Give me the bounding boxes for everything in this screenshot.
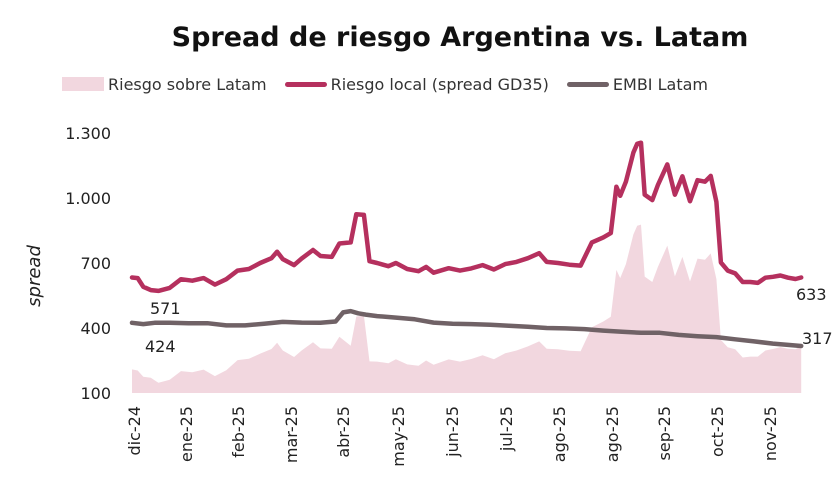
x-tick-label: sep-25	[655, 406, 674, 460]
x-tick-label: ago-25	[550, 406, 569, 462]
annotation-local-start: 571	[150, 299, 181, 318]
legend-item-area: Riesgo sobre Latam	[62, 75, 267, 94]
y-axis-label: spread	[24, 245, 45, 307]
x-tick-label: ene-25	[177, 406, 196, 462]
x-tick-label: mar-25	[282, 406, 301, 463]
chart-title: Spread de riesgo Argentina vs. Latam	[171, 22, 749, 53]
y-tick-label: 400	[80, 319, 111, 338]
x-tick-label: jun-25	[443, 406, 462, 458]
legend-item-local: Riesgo local (spread GD35)	[284, 74, 549, 94]
y-tick-label: 700	[80, 254, 111, 273]
legend-item-embi: EMBI Latam	[566, 74, 708, 94]
series-line-local	[129, 140, 804, 294]
legend-swatch-area	[62, 77, 104, 91]
x-tick-label: nov-25	[761, 406, 780, 461]
x-tick-label: dic-24	[125, 406, 144, 456]
y-tick-label: 1.000	[65, 189, 111, 208]
annotation-local-end: 633	[796, 285, 827, 304]
legend-label-local: Riesgo local (spread GD35)	[330, 74, 549, 94]
legend-label-embi: EMBI Latam	[612, 74, 708, 94]
legend-swatch-local	[284, 81, 327, 87]
x-tick-label: ago-25	[603, 406, 622, 462]
series-line-embi	[129, 308, 804, 349]
x-tick-label: feb-25	[229, 406, 248, 458]
y-tick-label: 1.300	[65, 124, 111, 143]
annotation-embi-end: 317	[802, 329, 833, 348]
annotation-embi-start: 424	[145, 337, 176, 356]
x-tick-label: abr-25	[334, 406, 353, 458]
series-area-riesgo-sobre-latam	[132, 224, 802, 393]
x-tick-label: oct-25	[708, 406, 727, 457]
y-tick-label: 100	[80, 384, 111, 403]
legend-swatch-embi	[566, 81, 609, 87]
x-tick-label: jul-25	[497, 406, 516, 452]
x-tick-label: may-25	[389, 406, 408, 467]
legend-label-area: Riesgo sobre Latam	[108, 74, 267, 94]
legend: Riesgo sobre Latam Riesgo local (spread …	[62, 72, 726, 96]
